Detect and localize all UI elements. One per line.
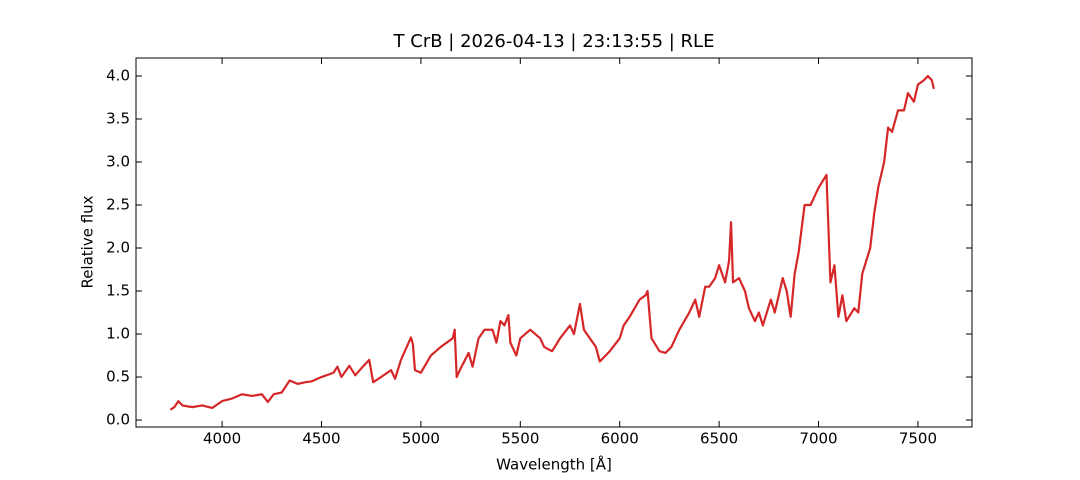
data-line (169, 74, 935, 411)
y-tick-label: 2.0 (106, 239, 130, 257)
x-tick-label: 4000 (203, 430, 241, 448)
plot-frame (135, 57, 973, 428)
y-tick-label: 3.0 (106, 152, 130, 170)
x-tick-label: 5500 (501, 430, 539, 448)
y-tick-label: 0.0 (106, 411, 130, 429)
x-tick-label: 6000 (601, 430, 639, 448)
chart-title: T CrB | 2026-04-13 | 23:13:55 | RLE (393, 31, 715, 52)
y-axis-label: Relative flux (79, 195, 97, 288)
x-axis-label: Wavelength [Å] (496, 455, 612, 474)
x-tick-label: 6500 (700, 430, 738, 448)
y-tick-label: 2.5 (106, 195, 130, 213)
y-tick-label: 1.0 (106, 325, 130, 343)
y-tick-label: 0.5 (106, 368, 130, 386)
x-tick-label: 7000 (799, 430, 837, 448)
y-tick-label: 4.0 (106, 66, 130, 84)
y-tick-label: 1.5 (106, 282, 130, 300)
y-tick-label: 3.5 (106, 109, 130, 127)
x-tick-label: 4500 (302, 430, 340, 448)
x-tick-label: 5000 (402, 430, 440, 448)
x-tick-label: 7500 (899, 430, 937, 448)
